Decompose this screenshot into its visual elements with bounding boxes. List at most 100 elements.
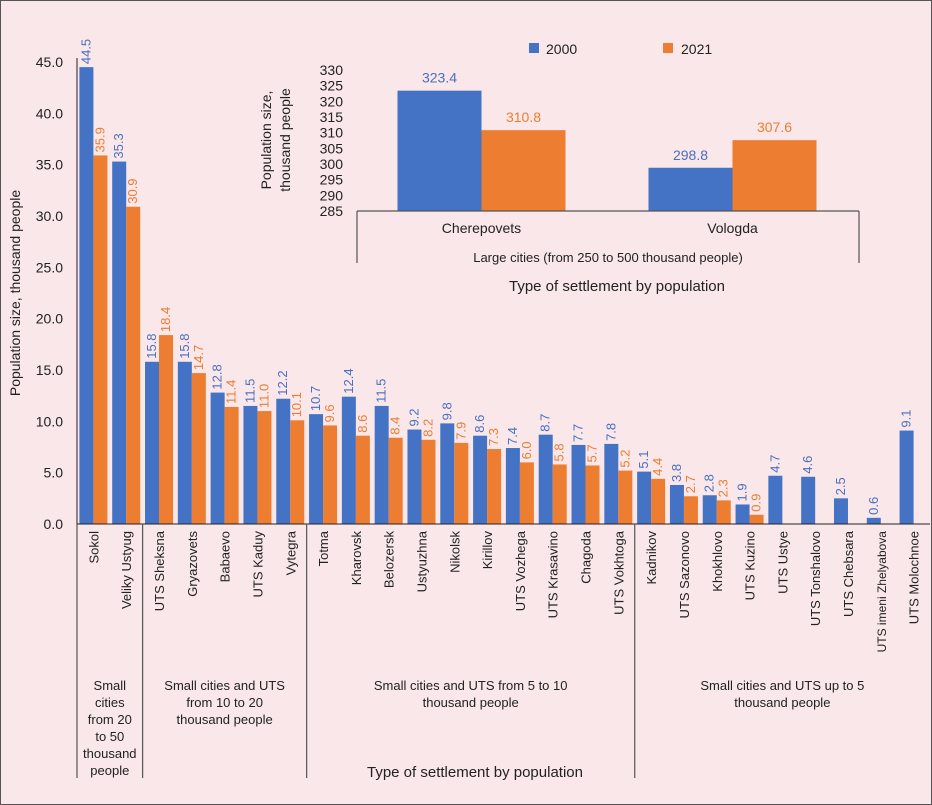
data-label-2000-uts-molochnoe: 9.1	[899, 409, 914, 427]
data-label-2000-uts-imeni-zhelyabova: 0.6	[866, 497, 881, 515]
main-bars	[79, 67, 914, 524]
bar-2021-uts-vozhega	[519, 462, 534, 524]
bar-2021-uts-sheksna	[159, 335, 174, 524]
legend: 2000 2021	[529, 41, 712, 57]
group-label-3-line: thousand people	[423, 695, 519, 710]
data-label-2000-uts-vokhtoga: 7.8	[603, 423, 618, 441]
category-label-ustyuzhna: Ustyuzhna	[414, 530, 429, 592]
bar-2000-ustyuzhna	[407, 429, 422, 524]
data-label-2000-uts-kaduy: 11.5	[242, 379, 257, 403]
category-label-gryazovets: Gryazovets	[185, 531, 200, 597]
bar-2000-kadnikov	[637, 471, 652, 524]
group-label-4-line: thousand people	[734, 695, 830, 710]
bar-2000-uts-chebsara	[833, 498, 848, 524]
inset-y-tick-label: 310	[320, 125, 344, 141]
group-label-2-line: thousand people	[177, 712, 273, 727]
bar-2021-chagoda	[585, 465, 600, 524]
data-label-2021-uts-sheksna: 18.4	[158, 307, 173, 332]
data-label-2021-kharovsk: 8.6	[355, 415, 370, 433]
category-label-belozersk: Belozersk	[382, 531, 397, 589]
inset-y-tick-label: 300	[320, 156, 344, 172]
data-label-2021-uts-vokhtoga: 5.2	[617, 450, 632, 468]
data-label-2000-sokol: 44.5	[78, 39, 93, 64]
main-y-tick-label: 25.0	[36, 259, 63, 275]
bar-2000-chagoda	[571, 444, 586, 524]
data-label-2021-gryazovets: 14.7	[191, 345, 206, 370]
category-label-chagoda: Chagoda	[579, 530, 594, 584]
group-label-1-line: thousand	[83, 746, 137, 761]
bar-2021-sokol	[93, 155, 108, 524]
bar-2000-nikolsk	[440, 423, 455, 524]
data-label-2000-totma: 10.7	[308, 386, 323, 411]
category-label-babaevo: Babaevo	[218, 531, 233, 582]
data-label-2021-uts-kaduy: 11.0	[256, 384, 271, 408]
inset-data-label-2000-cherepovets: 323.4	[422, 70, 457, 86]
bar-2021-kirillov	[487, 449, 502, 524]
category-label-uts-kuzino: UTS Kuzino	[743, 531, 758, 600]
bar-2000-kharovsk	[341, 396, 356, 524]
category-label-uts-imeni-zhelyabova: UTS imeni Zhelyabova	[875, 531, 889, 653]
bar-2000-uts-molochnoe	[899, 430, 914, 524]
bar-2021-ustyuzhna	[421, 439, 436, 524]
bar-2021-uts-sazonovo	[683, 496, 698, 524]
legend-label-2000: 2000	[546, 41, 577, 57]
data-label-2021-nikolsk: 7.9	[453, 422, 468, 440]
main-data-labels: 44.535.9 35.330.915.818.415.8 14.712.811.4…	[78, 39, 913, 515]
bar-2000-uts-vozhega	[505, 448, 520, 524]
category-label-uts-molochnoe: UTS Molochnoe	[907, 531, 922, 624]
bar-2000-belozersk	[374, 405, 389, 524]
data-label-2000-kadnikov: 5.1	[636, 451, 651, 469]
bar-2021-babaevo	[224, 406, 239, 524]
data-label-2000-kharovsk: 12.4	[341, 368, 356, 393]
bar-2021-totma	[323, 425, 338, 524]
category-label-sokol: Sokol	[86, 531, 101, 564]
category-label-uts-tonshalovo: UTS Tonshalovo	[808, 531, 823, 626]
inset-bar-2000-cherepovets	[397, 90, 482, 211]
data-label-2000-nikolsk: 9.8	[439, 402, 454, 420]
bar-2000-gryazovets	[177, 361, 192, 524]
data-label-2000-gryazovets: 15.8	[177, 333, 192, 358]
category-label-totma: Totma	[316, 530, 331, 566]
inset-x-axis-label: Type of settlement by population	[509, 278, 725, 295]
inset-data-label-2021-cherepovets: 310.8	[506, 109, 541, 125]
category-label-veliky-ustyug: Veliky Ustyug	[119, 531, 134, 609]
category-label-uts-krasavino: UTS Krasavino	[546, 531, 561, 618]
bar-2000-totma	[309, 414, 324, 524]
main-y-tick-label: 5.0	[44, 465, 64, 481]
data-label-2000-uts-tonshalovo: 4.6	[800, 456, 815, 474]
bar-2000-sokol	[79, 67, 94, 524]
data-label-2000-uts-sazonovo: 3.8	[669, 464, 684, 482]
bar-2021-uts-vokhtoga	[618, 470, 633, 524]
data-label-2000-uts-sheksna: 15.8	[144, 333, 159, 358]
main-chart: Population size, thousand people 0.0 5.0 1…	[7, 39, 930, 781]
group-label-2-line: Small cities and UTS	[164, 678, 285, 693]
bar-2000-uts-sheksna	[145, 361, 160, 524]
bar-2000-veliky-ustyug	[112, 161, 127, 524]
category-label-khokhlovo: Khokhlovo	[710, 531, 725, 592]
group-label-4-line: Small cities and UTS up to 5	[700, 678, 864, 693]
group-label-1-line: Small	[94, 678, 127, 693]
bar-2000-vytegra	[276, 398, 291, 524]
bar-2021-uts-kaduy	[257, 411, 272, 524]
inset-category-label-cherepovets: Cherepovets	[442, 220, 521, 236]
bar-2021-gryazovets	[191, 373, 206, 524]
data-label-2000-babaevo: 12.8	[210, 364, 225, 389]
bar-2000-khokhlovo	[702, 495, 717, 524]
main-y-tick-label: 35.0	[36, 157, 63, 173]
data-label-2000-belozersk: 11.5	[374, 379, 389, 403]
inset-group-labels: Large cities (from 250 to 500 thousand p…	[473, 250, 743, 265]
inset-category-label-vologda: Vologda	[707, 220, 758, 236]
main-y-tick-label: 30.0	[36, 208, 63, 224]
category-label-uts-chebsara: UTS Chebsara	[841, 530, 856, 617]
inset-group-label: Large cities (from 250 to 500 thousand p…	[473, 250, 743, 265]
data-label-2000-ustyuzhna: 9.2	[406, 408, 421, 426]
bar-2000-uts-kuzino	[735, 504, 750, 524]
main-x-axis-label: Type of settlement by population	[367, 764, 583, 781]
main-y-tick-label: 15.0	[36, 362, 63, 378]
category-label-uts-vozhega: UTS Vozhega	[513, 530, 528, 611]
inset-chart: 2000 2021 Population size, thousand peop…	[258, 41, 860, 295]
category-label-nikolsk: Nikolsk	[447, 531, 462, 573]
bar-2021-nikolsk	[454, 442, 469, 524]
